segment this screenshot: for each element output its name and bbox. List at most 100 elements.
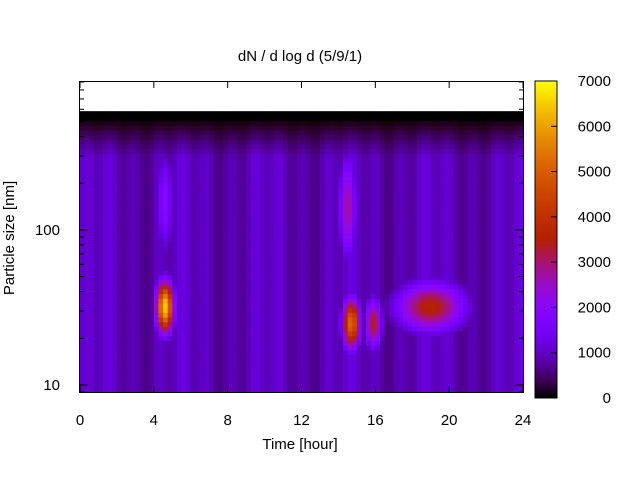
heatmap-cell — [370, 312, 376, 318]
heatmap-cell — [356, 368, 362, 374]
heatmap-cell — [121, 321, 127, 327]
heatmap-cell — [389, 289, 395, 295]
heatmap-cell — [333, 363, 339, 369]
heatmap-cell — [135, 349, 141, 355]
heatmap-cell — [176, 373, 182, 379]
heatmap-cell — [370, 326, 376, 332]
heatmap-cell — [370, 186, 376, 192]
heatmap-cell — [144, 153, 150, 159]
heatmap-cell — [310, 232, 316, 238]
heatmap-cell — [416, 157, 422, 164]
heatmap-cell — [181, 148, 187, 154]
heatmap-cell — [366, 298, 372, 304]
heatmap-cell — [167, 387, 173, 393]
heatmap-cell — [112, 204, 118, 210]
heatmap-cell — [98, 176, 104, 182]
heatmap-cell — [250, 256, 256, 262]
heatmap-cell — [444, 368, 450, 374]
heatmap-cell — [167, 331, 173, 337]
heatmap-cell — [213, 256, 219, 262]
heatmap-cell — [319, 307, 325, 313]
heatmap-cell — [481, 312, 487, 318]
heatmap-cell — [472, 335, 478, 341]
heatmap-cell — [389, 382, 395, 388]
heatmap-cell — [181, 209, 187, 215]
heatmap-cell — [218, 317, 224, 323]
heatmap-cell — [453, 377, 459, 384]
heatmap-cell — [509, 228, 515, 234]
heatmap-cell — [218, 176, 224, 182]
heatmap-cell — [315, 232, 321, 238]
heatmap-cell — [158, 181, 164, 187]
heatmap-cell — [352, 176, 358, 182]
heatmap-cell — [333, 186, 339, 192]
heatmap-cell — [375, 153, 381, 159]
heatmap-cell — [352, 232, 358, 238]
heatmap-cell — [361, 354, 367, 360]
heatmap-cell — [103, 256, 109, 262]
heatmap-cell — [338, 148, 344, 154]
heatmap-cell — [149, 298, 155, 304]
heatmap-cell — [343, 363, 349, 369]
heatmap-cell — [347, 331, 353, 337]
heatmap-cell — [416, 209, 422, 215]
heatmap-cell — [426, 200, 432, 206]
heatmap-cell — [186, 204, 192, 210]
heatmap-cell — [241, 321, 247, 327]
heatmap-cell — [421, 167, 427, 173]
heatmap-cell — [296, 312, 302, 318]
heatmap-cell — [352, 349, 358, 355]
heatmap-cell — [204, 354, 210, 360]
heatmap-cell — [84, 190, 90, 196]
heatmap-cell — [283, 148, 289, 154]
heatmap-cell — [467, 153, 473, 159]
heatmap-cell — [158, 340, 164, 346]
heatmap-cell — [255, 326, 261, 332]
heatmap-cell — [453, 359, 459, 365]
heatmap-cell — [509, 270, 515, 276]
heatmap-cell — [481, 298, 487, 304]
heatmap-cell — [379, 214, 385, 220]
heatmap-cell — [499, 181, 505, 187]
heatmap-cell — [269, 232, 275, 238]
heatmap-cell — [333, 157, 339, 164]
heatmap-cell — [412, 176, 418, 182]
heatmap-cell — [126, 251, 132, 257]
heatmap-cell — [366, 377, 372, 384]
heatmap-cell — [481, 265, 487, 271]
heatmap-cell — [283, 237, 289, 243]
heatmap-cell — [499, 162, 505, 168]
heatmap-cell — [338, 195, 344, 201]
heatmap-cell — [93, 260, 99, 267]
heatmap-cell — [343, 359, 349, 365]
heatmap-cell — [273, 242, 279, 248]
heatmap-cell — [264, 298, 270, 304]
heatmap-cell — [130, 200, 136, 206]
heatmap-cell — [430, 228, 436, 234]
heatmap-cell — [324, 162, 330, 168]
heatmap-cell — [264, 331, 270, 337]
heatmap-cell — [421, 223, 427, 229]
heatmap-cell — [481, 345, 487, 351]
heatmap-cell — [476, 312, 482, 318]
heatmap-cell — [269, 172, 275, 178]
heatmap-cell — [403, 298, 409, 304]
heatmap-cell — [333, 251, 339, 257]
heatmap-cell — [181, 354, 187, 360]
heatmap-cell — [218, 307, 224, 313]
heatmap-cell — [329, 274, 335, 281]
heatmap-cell — [504, 368, 510, 374]
heatmap-cell — [398, 223, 404, 229]
heatmap-cell — [204, 153, 210, 159]
heatmap-cell — [435, 368, 441, 374]
heatmap-cell — [495, 284, 501, 290]
heatmap-cell — [403, 270, 409, 276]
heatmap-cell — [426, 345, 432, 351]
heatmap-cell — [264, 326, 270, 332]
heatmap-cell — [490, 181, 496, 187]
heatmap-cell — [153, 181, 159, 187]
heatmap-cell — [449, 345, 455, 351]
heatmap-cell — [329, 363, 335, 369]
heatmap-cell — [407, 340, 413, 346]
heatmap-cell — [444, 162, 450, 168]
